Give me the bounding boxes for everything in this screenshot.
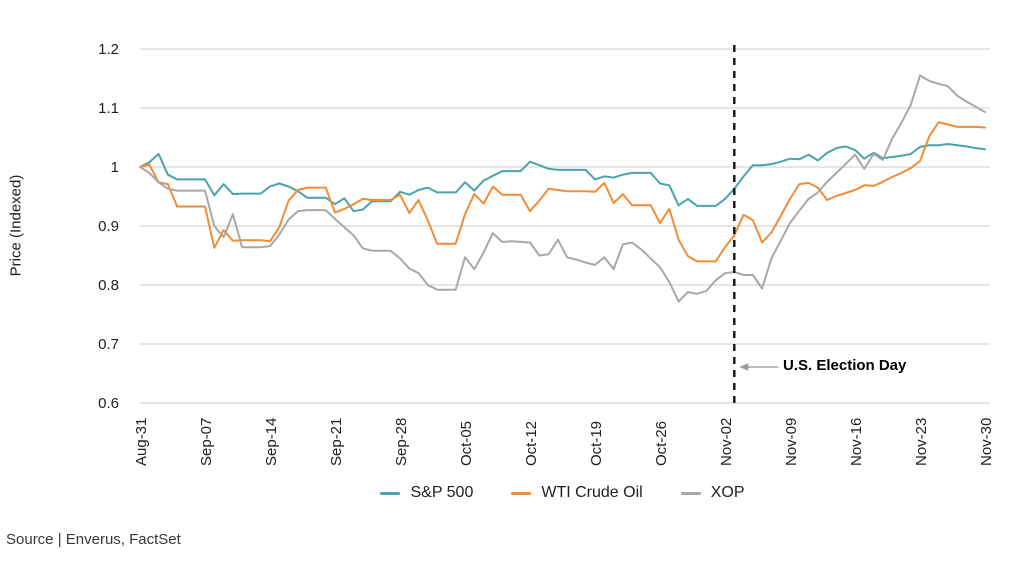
x-tick-label: Oct-05 xyxy=(458,421,475,466)
y-tick-label: 1.2 xyxy=(98,41,119,58)
x-tick-label: Nov-09 xyxy=(783,418,800,466)
y-tick-label: 0.7 xyxy=(98,336,119,353)
x-tick-label: Nov-30 xyxy=(978,418,995,466)
y-tick-label: 0.6 xyxy=(98,395,119,412)
xop-line-swatch-icon xyxy=(680,491,701,495)
legend-item-sp500: S&P 500 xyxy=(380,484,473,502)
x-tick-label: Oct-26 xyxy=(653,421,670,466)
x-tick-label: Nov-02 xyxy=(718,418,735,466)
y-tick-label: 0.8 xyxy=(98,277,119,294)
series-line-xop xyxy=(139,74,986,303)
x-tick-label: Oct-12 xyxy=(523,421,540,466)
series-line-s-p-500 xyxy=(139,143,986,213)
legend-label: XOP xyxy=(710,484,745,501)
legend-item-xop: XOP xyxy=(680,484,745,502)
y-tick-label: 0.9 xyxy=(98,218,119,235)
x-tick-label: Aug-31 xyxy=(133,418,150,466)
y-axis-title: Price (Indexed) xyxy=(7,174,25,277)
y-tick-label: 1 xyxy=(111,159,119,176)
legend-label: WTI Crude Oil xyxy=(541,484,643,501)
legend-item-wti-crude-oil: WTI Crude Oil xyxy=(511,484,643,502)
chart-legend: S&P 500 WTI Crude Oil XOP xyxy=(140,484,985,502)
x-tick-label: Sep-21 xyxy=(328,418,345,466)
x-tick-label: Nov-16 xyxy=(848,418,865,466)
x-tick-label: Oct-19 xyxy=(588,421,605,466)
source-attribution: Source | Enverus, FactSet xyxy=(6,531,181,548)
legend-label: S&P 500 xyxy=(410,484,474,501)
election-day-annotation: U.S. Election Day xyxy=(783,357,907,374)
wti-line-swatch-icon xyxy=(511,491,532,495)
x-tick-label: Nov-23 xyxy=(913,418,930,466)
x-tick-label: Sep-07 xyxy=(198,418,215,466)
x-tick-label: Sep-14 xyxy=(263,418,280,466)
x-tick-label: Sep-28 xyxy=(393,418,410,466)
y-tick-label: 1.1 xyxy=(98,100,119,117)
sp500-line-swatch-icon xyxy=(380,491,401,495)
series-line-wti-crude-oil xyxy=(139,121,986,263)
annotation-arrowhead-icon xyxy=(739,363,749,371)
